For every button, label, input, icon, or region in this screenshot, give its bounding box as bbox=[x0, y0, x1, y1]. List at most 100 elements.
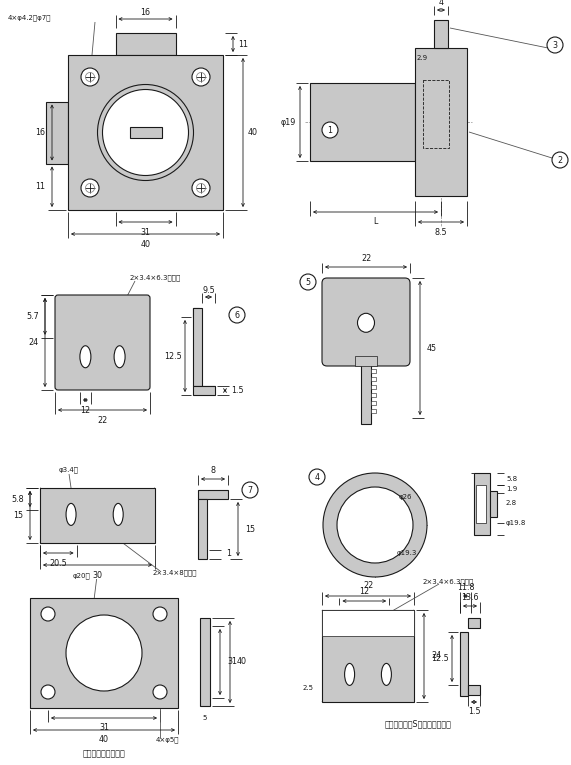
Bar bbox=[200, 618, 210, 706]
Ellipse shape bbox=[345, 663, 355, 685]
Bar bbox=[46, 102, 68, 164]
Text: 31: 31 bbox=[227, 657, 237, 666]
Text: 40: 40 bbox=[248, 128, 258, 137]
Circle shape bbox=[98, 84, 194, 181]
Bar bbox=[371, 409, 376, 413]
Text: 4×φ5穴: 4×φ5穴 bbox=[156, 737, 179, 744]
Bar bbox=[468, 618, 480, 628]
Text: 7: 7 bbox=[247, 486, 252, 494]
Text: 12: 12 bbox=[359, 588, 369, 597]
Bar bbox=[434, 20, 448, 48]
Bar bbox=[415, 48, 467, 196]
Bar bbox=[322, 610, 414, 702]
Text: 45: 45 bbox=[427, 343, 437, 353]
Text: 12: 12 bbox=[81, 405, 90, 415]
Circle shape bbox=[322, 122, 338, 138]
Text: 2.8: 2.8 bbox=[506, 500, 517, 506]
Text: 15: 15 bbox=[245, 525, 255, 533]
Bar bbox=[371, 369, 376, 373]
Text: 1: 1 bbox=[227, 549, 231, 558]
Text: 16: 16 bbox=[140, 8, 151, 17]
Circle shape bbox=[81, 179, 99, 197]
Text: 8.5: 8.5 bbox=[435, 227, 447, 236]
Circle shape bbox=[547, 37, 563, 53]
Circle shape bbox=[192, 68, 210, 86]
Text: 22: 22 bbox=[361, 253, 371, 262]
Text: 40: 40 bbox=[99, 735, 109, 744]
FancyBboxPatch shape bbox=[55, 295, 150, 390]
Text: 2.5: 2.5 bbox=[303, 685, 314, 691]
Text: 1.5: 1.5 bbox=[468, 707, 480, 715]
Bar bbox=[371, 385, 376, 389]
Text: φ19.8: φ19.8 bbox=[506, 520, 526, 526]
FancyBboxPatch shape bbox=[322, 278, 410, 366]
Bar bbox=[371, 393, 376, 397]
Bar bbox=[198, 490, 228, 499]
Text: 22: 22 bbox=[363, 581, 373, 591]
Bar bbox=[68, 55, 223, 210]
Text: 40: 40 bbox=[237, 657, 247, 666]
Text: 22: 22 bbox=[98, 415, 107, 425]
Text: φ19.3: φ19.3 bbox=[397, 550, 417, 556]
Text: 16: 16 bbox=[35, 128, 45, 137]
Bar bbox=[40, 488, 155, 543]
Ellipse shape bbox=[113, 503, 123, 526]
Text: 5.8: 5.8 bbox=[11, 494, 25, 503]
Text: 24: 24 bbox=[28, 338, 38, 347]
Circle shape bbox=[41, 607, 55, 621]
Text: 31: 31 bbox=[99, 724, 109, 733]
Bar bbox=[490, 491, 497, 517]
Text: 12.5: 12.5 bbox=[431, 654, 449, 663]
Bar bbox=[460, 632, 468, 696]
Text: 1: 1 bbox=[328, 125, 332, 135]
Text: 2×3.4×6.3長円穴: 2×3.4×6.3長円穴 bbox=[423, 578, 474, 585]
Text: 2.9: 2.9 bbox=[416, 55, 428, 61]
Bar bbox=[30, 598, 178, 708]
Text: 40: 40 bbox=[140, 239, 151, 249]
Text: φ26: φ26 bbox=[398, 494, 412, 500]
Text: 6: 6 bbox=[235, 311, 239, 320]
Text: 5.7: 5.7 bbox=[27, 312, 39, 321]
Bar bbox=[193, 386, 215, 395]
Circle shape bbox=[323, 473, 427, 577]
Ellipse shape bbox=[381, 663, 391, 685]
Text: 1.9: 1.9 bbox=[506, 486, 517, 492]
Ellipse shape bbox=[114, 346, 125, 368]
Circle shape bbox=[103, 90, 188, 175]
Text: 1.5: 1.5 bbox=[231, 386, 243, 395]
Text: 8: 8 bbox=[211, 465, 215, 474]
Circle shape bbox=[337, 487, 413, 563]
Text: 24: 24 bbox=[431, 652, 441, 660]
Bar bbox=[322, 610, 414, 636]
Bar bbox=[423, 80, 449, 148]
Text: 11.8: 11.8 bbox=[457, 584, 475, 593]
Text: 31: 31 bbox=[140, 227, 151, 236]
Text: 5: 5 bbox=[305, 278, 311, 287]
Circle shape bbox=[41, 685, 55, 699]
Text: 2: 2 bbox=[557, 155, 562, 164]
Ellipse shape bbox=[357, 314, 375, 332]
Ellipse shape bbox=[66, 503, 76, 526]
Circle shape bbox=[552, 152, 568, 168]
Text: 11: 11 bbox=[238, 40, 248, 48]
Bar bbox=[476, 485, 486, 523]
Ellipse shape bbox=[80, 346, 91, 368]
Bar bbox=[371, 401, 376, 405]
Circle shape bbox=[242, 482, 258, 498]
Bar bbox=[468, 685, 480, 695]
Circle shape bbox=[66, 615, 142, 691]
Text: φ3.4穴: φ3.4穴 bbox=[59, 467, 79, 474]
Text: 4: 4 bbox=[439, 0, 444, 6]
Circle shape bbox=[229, 307, 245, 323]
Text: 13.6: 13.6 bbox=[461, 594, 478, 603]
Text: 11: 11 bbox=[35, 182, 45, 191]
Text: スペーサー用S型受座（別売）: スペーサー用S型受座（別売） bbox=[384, 720, 452, 728]
Bar bbox=[193, 308, 199, 317]
Text: φ19: φ19 bbox=[280, 118, 296, 126]
Text: 5: 5 bbox=[203, 715, 207, 721]
Circle shape bbox=[309, 469, 325, 485]
Text: L: L bbox=[373, 216, 377, 226]
Bar bbox=[115, 33, 175, 55]
Text: 30: 30 bbox=[93, 571, 103, 580]
Text: 9.5: 9.5 bbox=[202, 285, 215, 295]
